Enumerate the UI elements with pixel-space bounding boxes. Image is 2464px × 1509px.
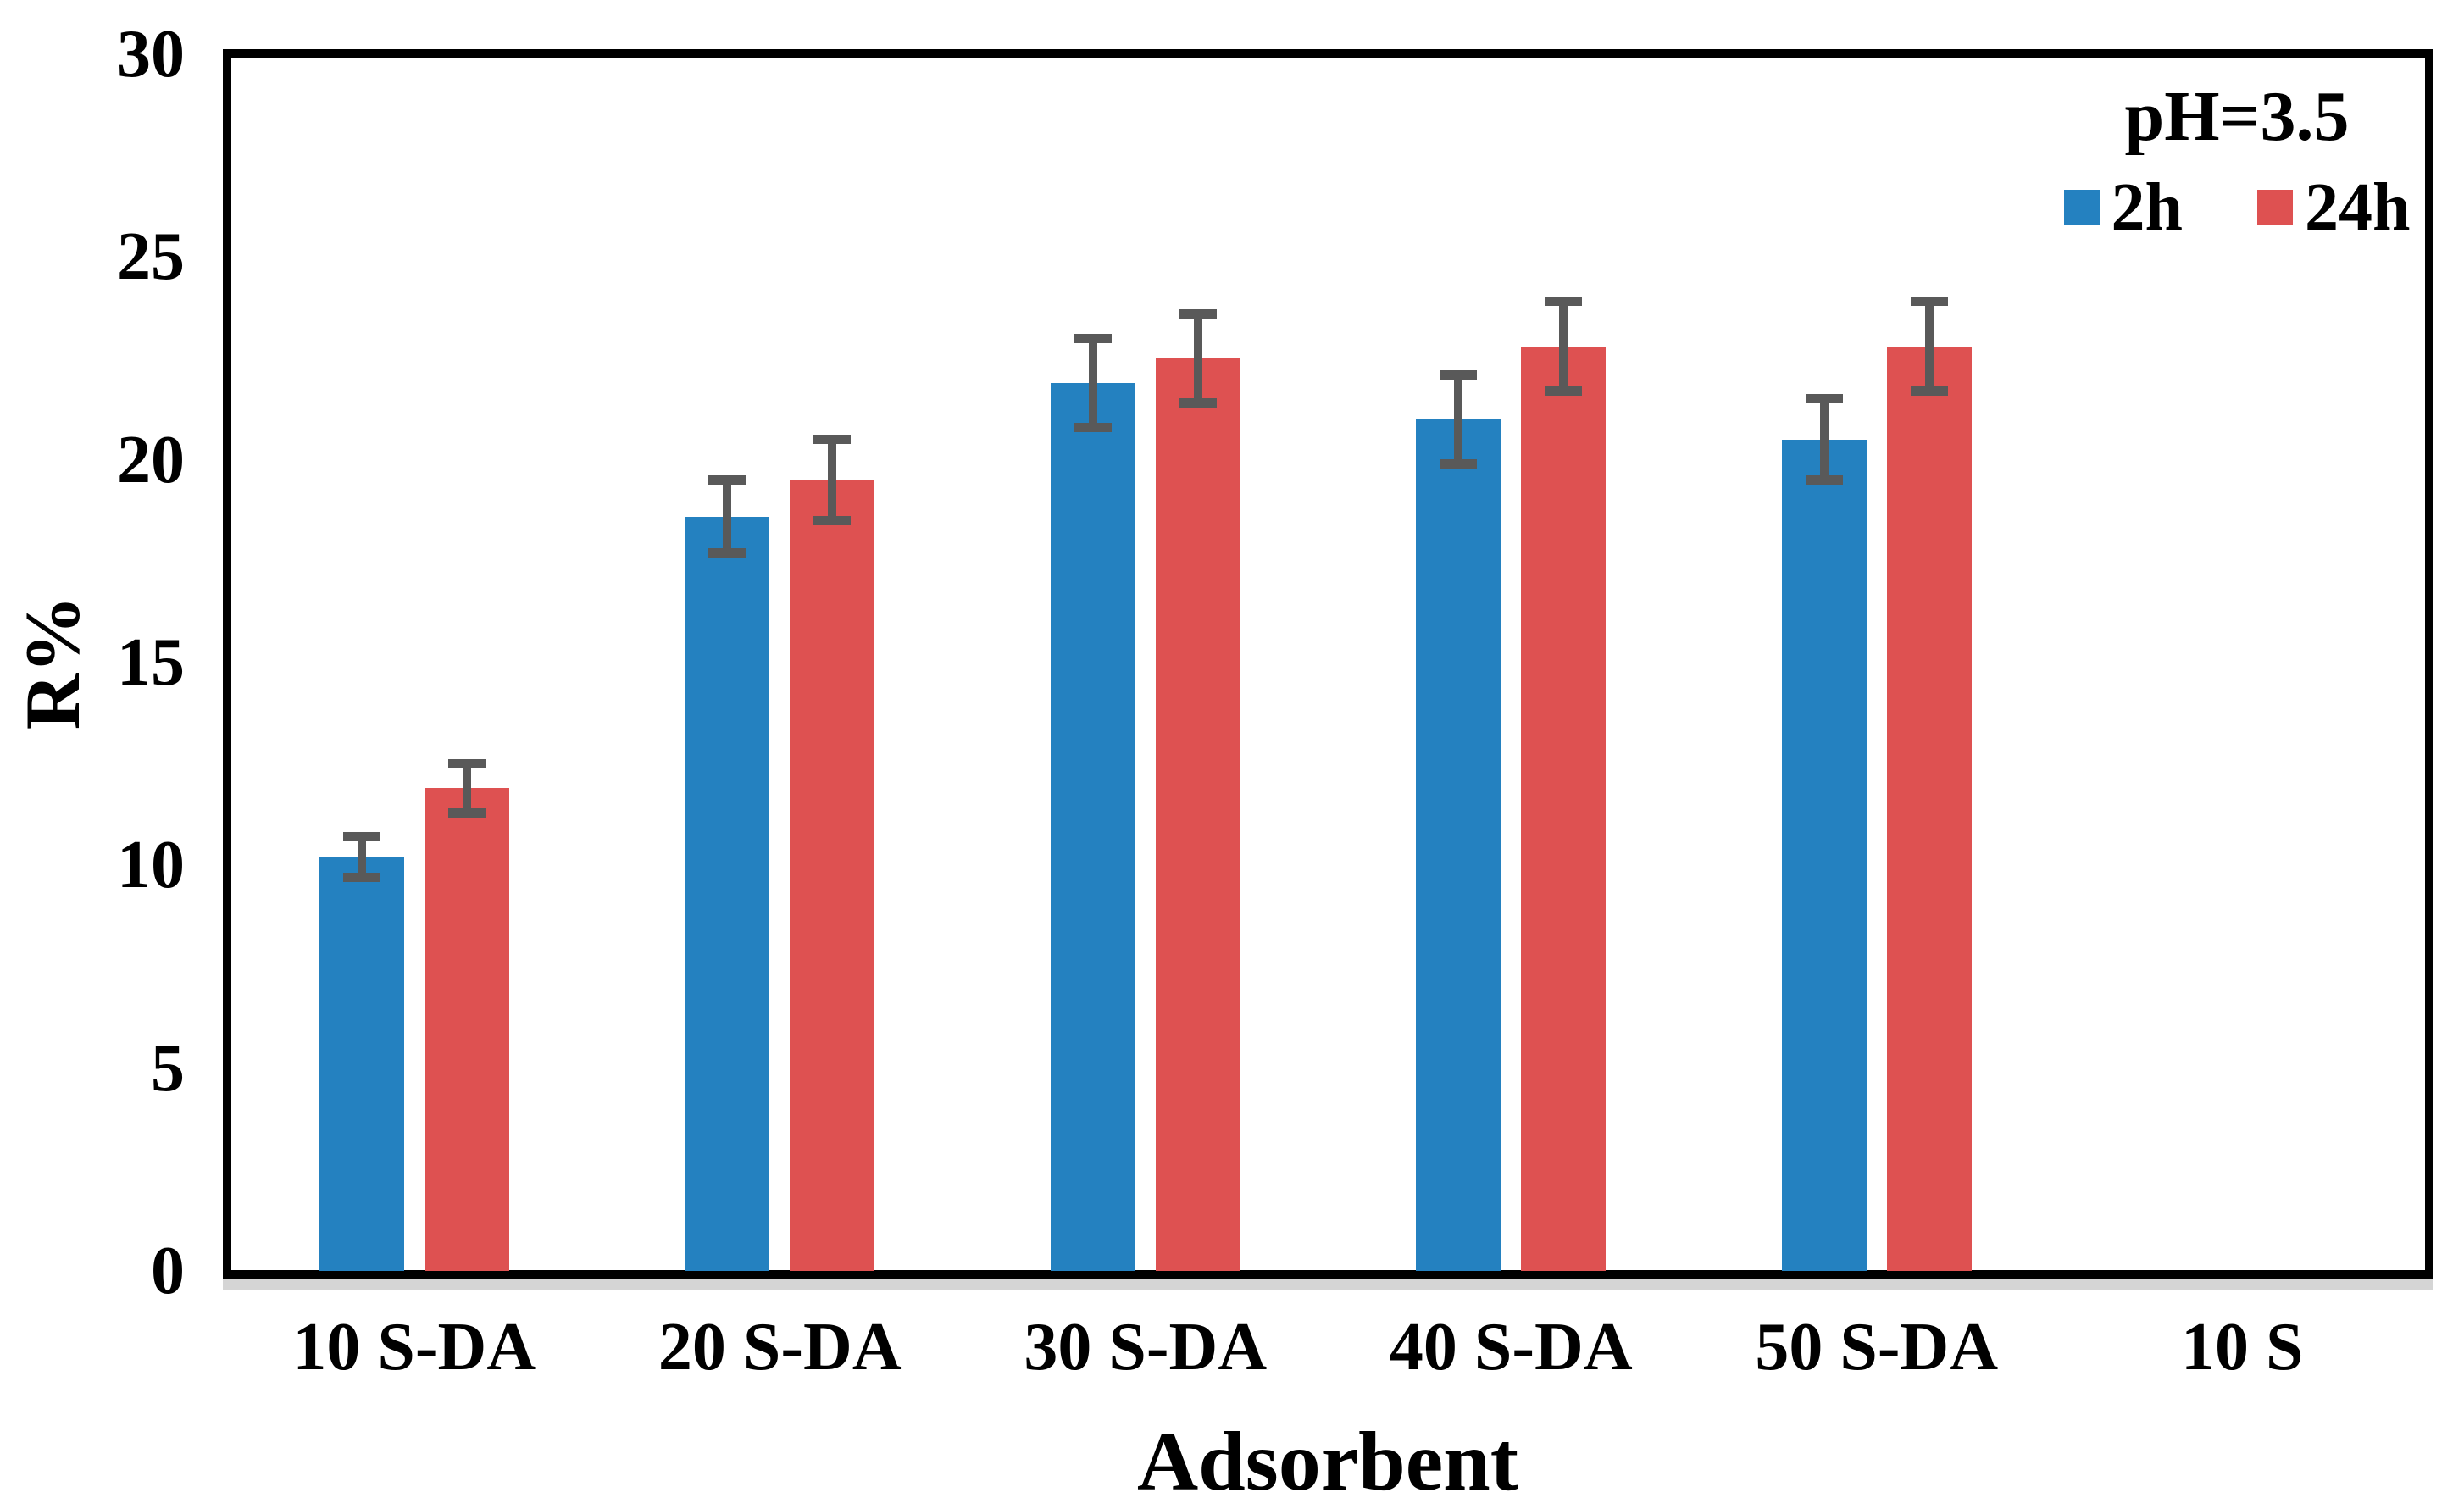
bar-24h-10-S-DA [424, 788, 509, 1271]
bar-2h-50-S-DA [1781, 439, 1867, 1271]
bar-24h-30-S-DA [1155, 358, 1240, 1271]
bar-2h-40-S-DA [1416, 419, 1501, 1271]
error-bar-2h-40-S-DA-bottom-cap [1440, 458, 1478, 469]
error-bar-24h-40-S-DA-stem [1559, 301, 1568, 391]
error-bar-2h-50-S-DA-bottom-cap [1805, 475, 1843, 485]
x-tick-label-10-S-DA: 10 S-DA [292, 1310, 536, 1384]
x-tick-label-20-S-DA: 20 S-DA [658, 1310, 902, 1384]
x-axis-title: Adsorbent [1136, 1414, 1519, 1508]
x-tick-label-10-S: 10 S [2181, 1310, 2304, 1384]
legend-row: 2h 24h [2025, 171, 2449, 244]
error-bar-24h-50-S-DA-stem [1924, 301, 1934, 391]
y-tick-label-5: 5 [151, 1030, 185, 1106]
legend-swatch-2h [2063, 190, 2100, 225]
legend-swatch-24h [2257, 190, 2293, 225]
error-bar-24h-10-S-DA-top-cap [447, 759, 486, 769]
legend-title: pH=3.5 [2124, 77, 2350, 156]
error-bar-2h-40-S-DA-stem [1454, 374, 1463, 464]
error-bar-24h-20-S-DA-bottom-cap [813, 515, 852, 525]
error-bar-2h-30-S-DA-stem [1088, 338, 1097, 428]
legend-label-24h: 24h [2305, 170, 2411, 245]
bar-2h-20-S-DA [685, 516, 770, 1271]
error-bar-2h-10-S-DA-top-cap [342, 832, 380, 842]
error-bar-2h-50-S-DA-stem [1819, 398, 1829, 480]
x-tick-label-50-S-DA: 50 S-DA [1755, 1310, 1999, 1384]
y-tick-label-15: 15 [117, 625, 185, 700]
error-bar-24h-30-S-DA-top-cap [1179, 308, 1217, 319]
error-bar-24h-10-S-DA-stem [462, 763, 471, 813]
error-bar-2h-10-S-DA-bottom-cap [342, 873, 380, 883]
y-tick-label-25: 25 [117, 219, 185, 295]
legend-label-2h: 2h [2111, 170, 2184, 245]
error-bar-24h-30-S-DA-bottom-cap [1179, 398, 1217, 408]
error-bar-2h-50-S-DA-top-cap [1805, 394, 1843, 404]
bar-2h-10-S-DA [319, 857, 404, 1271]
error-bar-24h-50-S-DA-bottom-cap [1910, 386, 1948, 396]
bar-24h-20-S-DA [790, 480, 875, 1271]
error-bar-2h-30-S-DA-top-cap [1074, 333, 1112, 343]
error-bar-24h-20-S-DA-stem [828, 439, 837, 521]
error-bar-2h-20-S-DA-top-cap [708, 475, 746, 485]
y-tick-label-0: 0 [151, 1234, 185, 1308]
legend: pH=3.5 2h 24h [2025, 75, 2449, 244]
error-bar-24h-50-S-DA-top-cap [1910, 297, 1948, 307]
error-bar-2h-30-S-DA-bottom-cap [1074, 422, 1112, 432]
error-bar-24h-30-S-DA-stem [1193, 313, 1202, 403]
bar-2h-30-S-DA [1050, 382, 1135, 1271]
y-tick-label-20: 20 [117, 422, 185, 497]
error-bar-24h-20-S-DA-top-cap [813, 435, 852, 445]
x-axis-shadow-line [223, 1279, 2433, 1290]
error-bar-24h-10-S-DA-bottom-cap [447, 807, 486, 818]
y-tick-label-10: 10 [117, 828, 185, 903]
error-bar-2h-40-S-DA-top-cap [1440, 369, 1478, 380]
error-bar-24h-40-S-DA-bottom-cap [1545, 386, 1583, 396]
error-bar-2h-20-S-DA-stem [723, 480, 732, 553]
y-tick-label-30: 30 [117, 17, 185, 92]
error-bar-2h-20-S-DA-bottom-cap [708, 548, 746, 558]
plot-area [223, 49, 2433, 1279]
bar-24h-50-S-DA [1886, 346, 1972, 1271]
error-bar-2h-10-S-DA-stem [357, 836, 366, 878]
error-bar-24h-40-S-DA-top-cap [1545, 297, 1583, 307]
bar-24h-40-S-DA [1521, 346, 1607, 1271]
x-tick-label-30-S-DA: 30 S-DA [1024, 1310, 1268, 1384]
x-tick-label-40-S-DA: 40 S-DA [1389, 1310, 1633, 1384]
